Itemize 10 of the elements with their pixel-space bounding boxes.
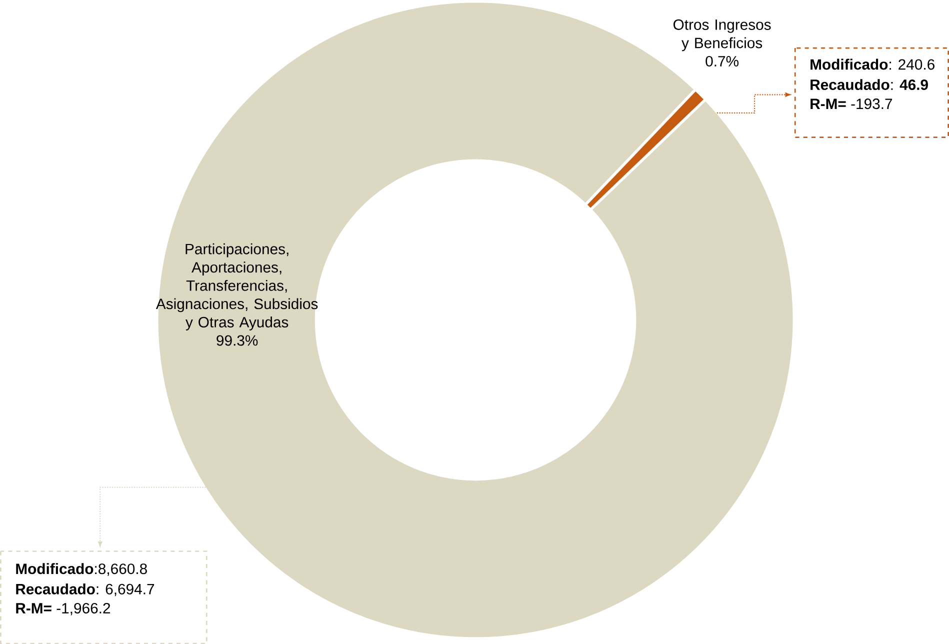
slice-label: Otros Ingresos y Beneficios bbox=[674, 19, 771, 52]
data-label: 0.7% bbox=[706, 56, 738, 66]
text: Modificado: 240.6 bbox=[810, 58, 934, 70]
text: Recaudado: 6,694.7 bbox=[16, 583, 154, 596]
text: Recaudado: 46.9 bbox=[810, 78, 928, 90]
text: Modificado:8,660.8 bbox=[16, 563, 147, 576]
text: R-M= -1,966.2 bbox=[16, 602, 110, 616]
text: R-M= -193.7 bbox=[810, 98, 892, 109]
slice-label: Participaciones, Aportaciones, Transferencias, Asignaciones, Subsidios y Otras Ayudas bbox=[156, 243, 318, 330]
data-label: 99.3% bbox=[216, 335, 258, 346]
